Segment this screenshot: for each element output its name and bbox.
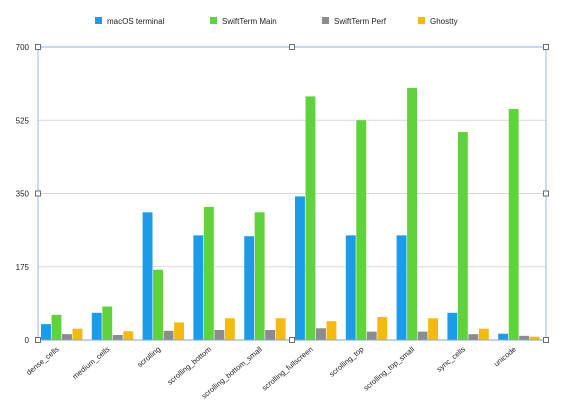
resize-handle bbox=[35, 44, 41, 50]
bar bbox=[193, 235, 204, 340]
y-tick-label: 0 bbox=[25, 336, 30, 345]
x-tick-label: scrolling_bottom bbox=[165, 345, 213, 387]
bar bbox=[316, 328, 326, 340]
bar bbox=[142, 212, 153, 340]
bar bbox=[224, 318, 235, 340]
x-tick-label: scrolling_top_small bbox=[362, 344, 417, 392]
x-tick-label: dense_cells bbox=[25, 344, 61, 377]
resize-handle bbox=[289, 337, 295, 343]
bar bbox=[275, 318, 286, 340]
bar bbox=[478, 328, 489, 340]
legend: macOS terminal SwiftTerm Main SwiftTerm Pe… bbox=[95, 17, 458, 26]
bar bbox=[326, 321, 337, 340]
y-axis-ticks: 0 175 350 525 700 bbox=[16, 43, 30, 345]
legend-swatch bbox=[210, 17, 217, 24]
legend-swatch bbox=[322, 17, 329, 24]
bar bbox=[356, 120, 367, 340]
bar bbox=[123, 331, 134, 340]
bar bbox=[214, 329, 225, 340]
bar bbox=[417, 331, 428, 340]
bar bbox=[295, 196, 305, 340]
bar bbox=[254, 212, 265, 340]
bar bbox=[428, 318, 438, 340]
bar bbox=[519, 335, 530, 340]
bar bbox=[508, 108, 519, 340]
bar bbox=[203, 206, 214, 340]
bar bbox=[62, 334, 72, 340]
legend-swatch bbox=[95, 17, 102, 24]
x-tick-label: scrolling_top bbox=[327, 345, 365, 379]
bar bbox=[498, 333, 509, 340]
bar bbox=[244, 236, 255, 340]
bar bbox=[468, 334, 479, 340]
y-tick-label: 525 bbox=[16, 116, 30, 125]
bar bbox=[447, 312, 458, 340]
y-tick-label: 350 bbox=[16, 190, 30, 199]
bar bbox=[377, 316, 388, 340]
legend-label: SwiftTerm Main bbox=[222, 17, 277, 26]
resize-handle bbox=[35, 337, 41, 343]
selection-frame[interactable] bbox=[35, 44, 549, 343]
bar bbox=[72, 328, 83, 340]
x-axis-labels: dense_cells medium_cells scrolling scrollin… bbox=[25, 344, 518, 400]
bars bbox=[41, 88, 540, 341]
legend-swatch bbox=[418, 17, 425, 24]
bar bbox=[51, 314, 62, 340]
bar bbox=[163, 330, 174, 340]
y-tick-label: 700 bbox=[16, 43, 30, 52]
y-tick-label: 175 bbox=[16, 263, 30, 272]
resize-handle bbox=[289, 44, 295, 50]
bar bbox=[91, 312, 102, 340]
legend-label: Ghostty bbox=[430, 17, 458, 26]
bar bbox=[345, 235, 356, 340]
bar bbox=[305, 96, 316, 341]
bar bbox=[153, 269, 163, 340]
resize-handle bbox=[543, 190, 549, 197]
x-tick-label: unicode bbox=[492, 345, 518, 369]
bar bbox=[396, 235, 407, 340]
x-tick-label: medium_cells bbox=[71, 344, 112, 381]
x-tick-label: sync_cells bbox=[435, 344, 467, 373]
resize-handle bbox=[35, 190, 41, 197]
x-tick-label: scrolling_fullscreen bbox=[260, 345, 315, 393]
bar bbox=[457, 131, 468, 340]
bar bbox=[529, 336, 540, 340]
x-tick-label: scrolling bbox=[135, 345, 162, 370]
bar bbox=[265, 329, 276, 340]
bar bbox=[366, 331, 377, 340]
legend-label: SwiftTerm Perf bbox=[334, 17, 387, 26]
bar bbox=[41, 324, 51, 340]
bar bbox=[407, 88, 417, 341]
resize-handle bbox=[543, 44, 549, 50]
legend-label: macOS terminal bbox=[107, 17, 165, 26]
resize-handle bbox=[543, 337, 549, 343]
bar bbox=[102, 306, 113, 340]
bar bbox=[174, 322, 184, 340]
gridlines bbox=[38, 46, 546, 341]
bar bbox=[112, 334, 123, 340]
